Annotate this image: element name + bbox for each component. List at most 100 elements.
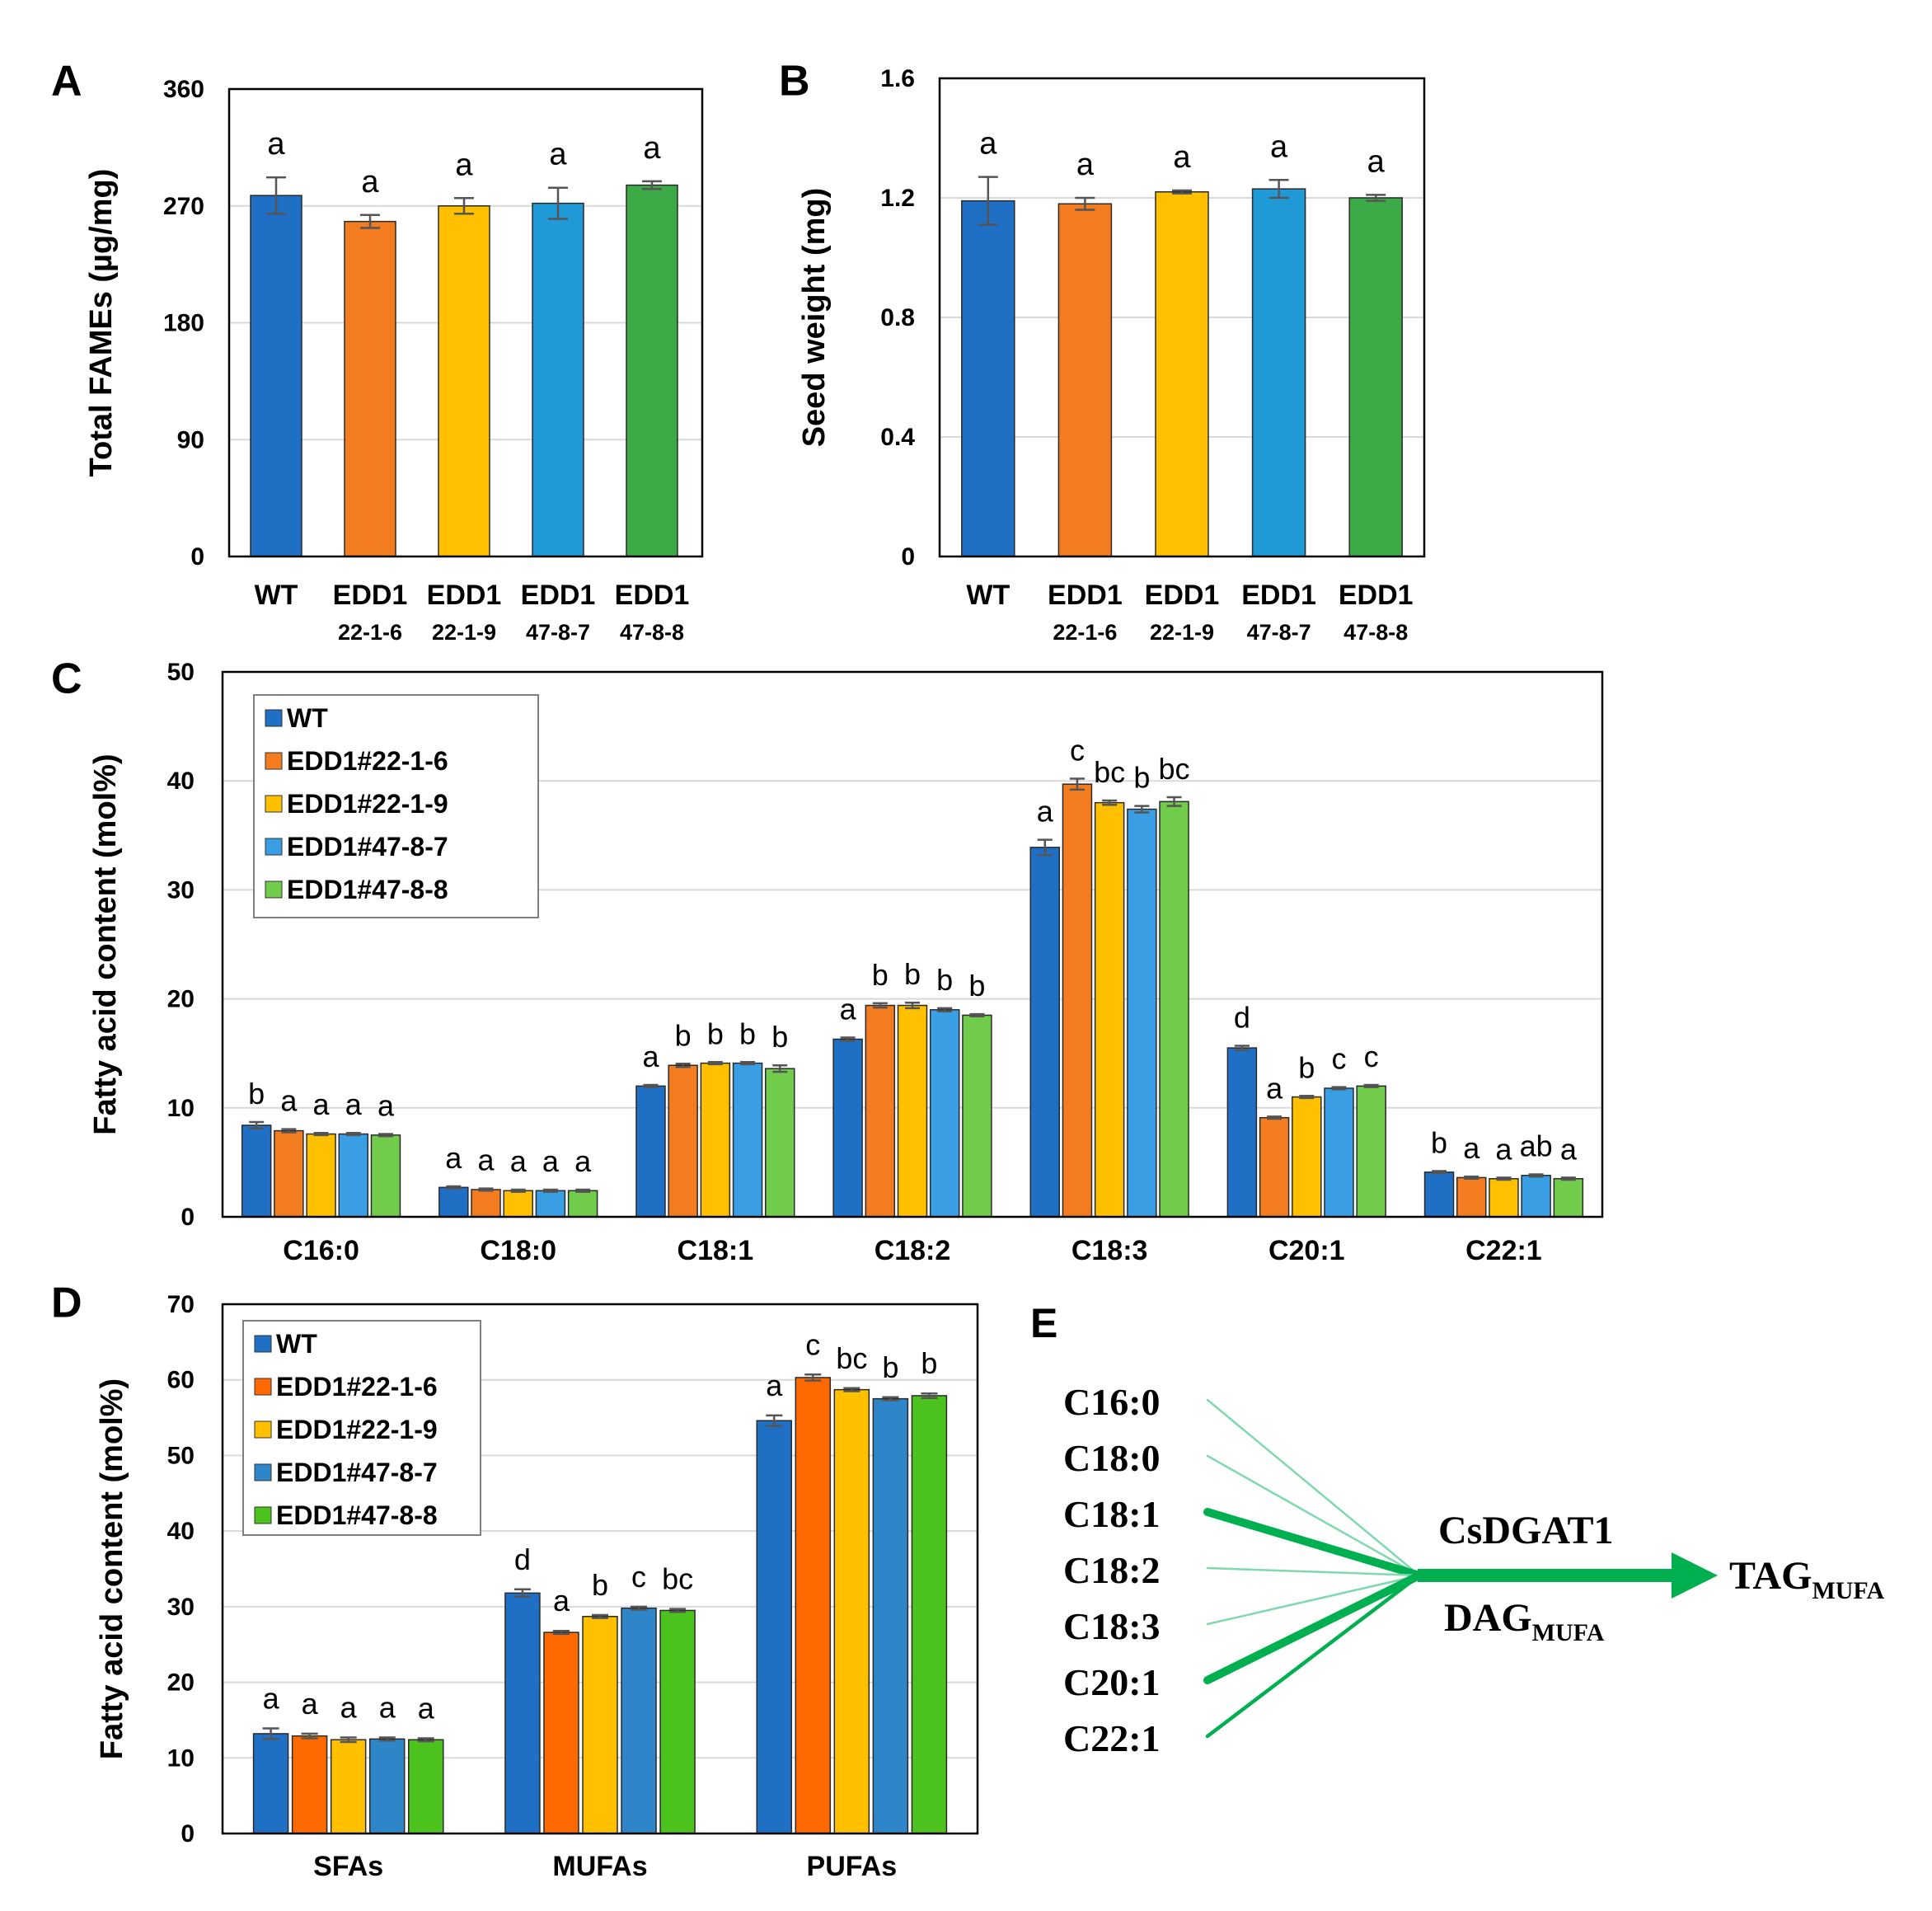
legend-box bbox=[253, 694, 539, 918]
x-tick-label: EDD1 bbox=[615, 580, 690, 611]
significance-label: b bbox=[904, 957, 921, 991]
y-tick-label: 30 bbox=[167, 1594, 195, 1621]
significance-label: a bbox=[643, 131, 661, 166]
significance-label: a bbox=[418, 1691, 435, 1725]
bar bbox=[621, 1607, 657, 1834]
significance-label: b bbox=[1133, 761, 1150, 795]
bar bbox=[911, 1395, 948, 1834]
x-tick-label: PUFAs bbox=[807, 1851, 898, 1882]
bar bbox=[1094, 801, 1125, 1218]
x-tick-label: C18:2 bbox=[875, 1235, 951, 1266]
bar bbox=[1029, 847, 1060, 1218]
input-label: C22:1 bbox=[1063, 1717, 1161, 1759]
y-tick-label: 50 bbox=[167, 1442, 195, 1469]
significance-label: b bbox=[1431, 1125, 1447, 1159]
plot-frame bbox=[938, 77, 1426, 558]
input-label: C18:0 bbox=[1063, 1437, 1161, 1479]
input-line bbox=[1206, 1566, 1421, 1577]
x-tick-sublabel: 22-1-6 bbox=[338, 620, 402, 645]
bar bbox=[1489, 1177, 1519, 1218]
legend-entry: EDD1#22-1-9 bbox=[287, 789, 448, 819]
y-tick-label: 20 bbox=[167, 986, 195, 1013]
significance-label: b bbox=[921, 1346, 937, 1380]
product-label: TAGMUFA bbox=[1729, 1554, 1885, 1604]
significance-label: a bbox=[542, 1144, 560, 1178]
main-arrow-head bbox=[1672, 1552, 1718, 1599]
x-tick-label: EDD1 bbox=[333, 580, 408, 611]
plot-frame bbox=[221, 1303, 979, 1835]
significance-label: a bbox=[840, 993, 857, 1026]
bar bbox=[929, 1009, 960, 1218]
significance-label: d bbox=[1234, 1000, 1250, 1034]
bar bbox=[1159, 801, 1189, 1218]
significance-label: a bbox=[302, 1687, 319, 1721]
y-tick-label: 40 bbox=[167, 768, 195, 795]
legend-entry: EDD1#22-1-6 bbox=[276, 1372, 438, 1402]
y-axis-title: Fatty acid content (mol%) bbox=[88, 754, 123, 1134]
bar bbox=[535, 1190, 566, 1218]
significance-label: b bbox=[248, 1077, 265, 1110]
input-line bbox=[1206, 1454, 1421, 1577]
significance-label: a bbox=[766, 1369, 783, 1402]
bar bbox=[1062, 783, 1093, 1218]
bar bbox=[1553, 1177, 1584, 1218]
substrate-label: DAGMUFA bbox=[1444, 1596, 1605, 1646]
bar bbox=[543, 1632, 579, 1834]
y-tick-label: 1.2 bbox=[880, 185, 915, 212]
significance-label: c bbox=[1331, 1042, 1346, 1076]
x-tick-sublabel: 47-8-7 bbox=[1247, 620, 1311, 645]
bar bbox=[1251, 188, 1306, 557]
bar bbox=[1423, 1171, 1455, 1218]
y-tick-label: 0 bbox=[190, 543, 204, 570]
input-label: C18:2 bbox=[1063, 1549, 1161, 1591]
significance-label: a bbox=[1266, 1071, 1283, 1105]
significance-label: a bbox=[574, 1144, 592, 1178]
significance-label: a bbox=[1367, 144, 1386, 179]
panel-label: C bbox=[51, 655, 82, 703]
significance-label: b bbox=[739, 1017, 756, 1050]
bar bbox=[291, 1735, 328, 1834]
y-tick-label: 50 bbox=[167, 659, 195, 686]
input-line bbox=[1206, 1574, 1421, 1626]
bar bbox=[635, 1085, 666, 1218]
product-subscript: MUFA bbox=[1812, 1577, 1884, 1604]
x-tick-label: WT bbox=[255, 580, 298, 611]
significance-label: a bbox=[549, 138, 567, 172]
legend-box bbox=[242, 1320, 481, 1536]
bar bbox=[732, 1062, 763, 1218]
bar bbox=[1348, 197, 1403, 557]
input-label: C18:3 bbox=[1063, 1605, 1161, 1647]
significance-label: c bbox=[1364, 1040, 1379, 1073]
panel-label-e: E bbox=[1030, 1300, 1057, 1346]
bar bbox=[865, 1004, 896, 1218]
legend-swatch bbox=[254, 1378, 272, 1396]
significance-label: a bbox=[313, 1087, 331, 1121]
y-tick-label: 90 bbox=[177, 426, 204, 453]
input-line bbox=[1205, 1573, 1422, 1739]
y-tick-label: 1.6 bbox=[880, 65, 915, 92]
panel-label: A bbox=[51, 58, 82, 106]
significance-label: a bbox=[445, 1141, 462, 1175]
x-tick-sublabel: 22-1-6 bbox=[1053, 620, 1117, 645]
significance-label: a bbox=[377, 1089, 395, 1123]
bar bbox=[252, 1733, 289, 1834]
bar bbox=[330, 1739, 367, 1834]
significance-label: a bbox=[267, 127, 285, 162]
significance-label: a bbox=[1495, 1132, 1512, 1166]
bar bbox=[961, 200, 1015, 557]
y-tick-label: 60 bbox=[167, 1367, 195, 1394]
x-tick-sublabel: 47-8-8 bbox=[1343, 620, 1408, 645]
bar bbox=[274, 1129, 304, 1218]
plot-frame bbox=[227, 87, 704, 558]
bar bbox=[471, 1189, 501, 1218]
bar bbox=[368, 1738, 406, 1834]
bar bbox=[1057, 203, 1113, 557]
legend-swatch bbox=[265, 795, 283, 813]
y-tick-label: 20 bbox=[167, 1669, 195, 1697]
legend-entry: WT bbox=[287, 703, 328, 733]
bar bbox=[503, 1190, 533, 1218]
significance-label: c bbox=[805, 1327, 820, 1361]
significance-label: b bbox=[882, 1350, 898, 1384]
y-tick-label: 0.4 bbox=[880, 424, 915, 451]
legend-swatch bbox=[265, 752, 283, 770]
